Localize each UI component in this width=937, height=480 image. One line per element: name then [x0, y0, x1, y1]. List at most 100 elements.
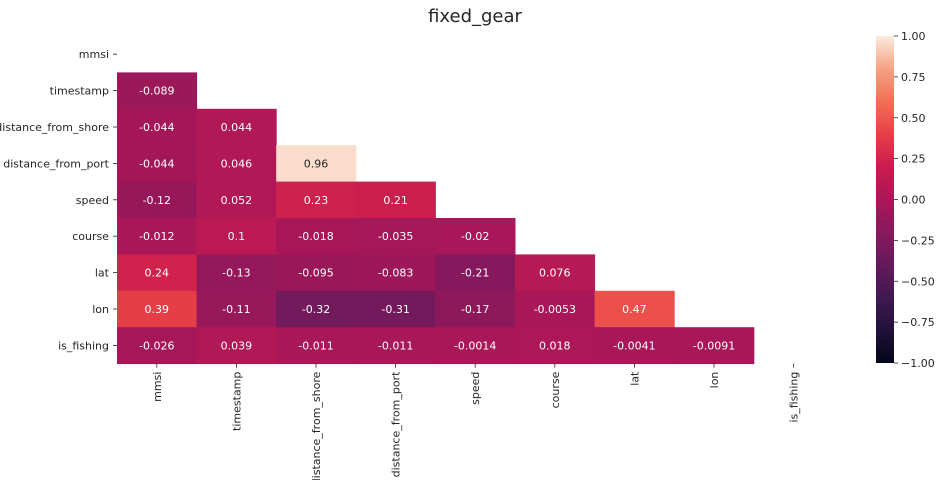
- heatmap-cell: [355, 218, 436, 255]
- cell-value-label: 0.96: [304, 157, 329, 170]
- heatmap-cell: [276, 218, 357, 255]
- cell-value-label: -0.083: [378, 267, 413, 280]
- heatmap-cell: [276, 254, 357, 292]
- cell-value-label: -0.02: [461, 230, 489, 243]
- cell-value-label: -0.095: [298, 267, 333, 280]
- cell-value-label: -0.0041: [613, 339, 655, 352]
- chart-title: fixed_gear: [428, 6, 522, 27]
- y-tick-label: course: [72, 230, 109, 243]
- heatmap-cell: [276, 290, 357, 328]
- heatmap-cell: [117, 181, 198, 219]
- heatmap-cell: [196, 108, 277, 146]
- cell-value-label: 0.47: [622, 303, 647, 316]
- heatmap-annotations: -0.089 -0.044 0.044 -0.044 0.046 0.96 -0.12 0.0…: [139, 85, 735, 353]
- x-tick-label: is_fishing: [788, 372, 801, 423]
- heatmap-cell: [355, 254, 436, 292]
- x-tick-label: lon: [708, 372, 721, 389]
- x-tick-label: timestamp: [230, 372, 243, 431]
- y-tick-label: distance_from_port: [3, 157, 109, 170]
- colorbar-tick-label: −0.75: [901, 316, 935, 329]
- colorbar: 1.00 0.75 0.50 0.25 0.00 −0.25 −0.50 −0.75 −1.00: [876, 30, 935, 370]
- cell-value-label: -0.044: [139, 157, 174, 170]
- heatmap-cell: [117, 218, 198, 255]
- x-tick-label: distance_from_shore: [310, 371, 323, 480]
- cell-value-label: 0.052: [221, 194, 253, 207]
- x-axis: mmsi timestamp distance_from_shore distance…: [151, 363, 801, 480]
- cell-value-label: -0.0014: [454, 339, 496, 352]
- heatmap-cell: [355, 290, 436, 328]
- cell-value-label: 0.1: [228, 230, 246, 243]
- colorbar-tick-label: −0.50: [901, 275, 935, 288]
- heatmap-cell: [435, 327, 516, 365]
- colorbar-tick-label: 0.50: [901, 112, 926, 125]
- heatmap-cell: [117, 290, 198, 328]
- x-tick-label: lat: [628, 371, 641, 386]
- cell-value-label: 0.044: [221, 121, 253, 134]
- heatmap-cell: [276, 327, 357, 365]
- y-axis: mmsi timestamp distance_from_shore distance…: [0, 48, 117, 352]
- heatmap-cell: [196, 327, 277, 365]
- cell-value-label: 0.21: [383, 194, 408, 207]
- cell-value-label: 0.076: [539, 267, 571, 280]
- x-tick-label: speed: [469, 372, 482, 405]
- cell-value-label: -0.32: [302, 303, 330, 316]
- cell-value-label: 0.018: [539, 339, 571, 352]
- x-tick-label: mmsi: [151, 372, 164, 402]
- colorbar-gradient: [876, 36, 894, 363]
- heatmap-cell: [117, 145, 198, 183]
- colorbar-tick-label: −1.00: [901, 357, 935, 370]
- cell-value-label: -0.0091: [693, 339, 735, 352]
- cell-value-label: -0.0053: [534, 303, 576, 316]
- cell-value-label: -0.31: [381, 303, 409, 316]
- heatmap-cells: [117, 72, 755, 365]
- heatmap-cell: [435, 218, 516, 255]
- heatmap-cell: [355, 181, 436, 219]
- cell-value-label: 0.046: [221, 157, 253, 170]
- cell-value-label: -0.012: [139, 230, 174, 243]
- cell-value-label: -0.11: [222, 303, 250, 316]
- heatmap-cell: [594, 327, 675, 365]
- heatmap-cell: [276, 181, 357, 219]
- heatmap-cell: [117, 327, 198, 365]
- heatmap-cell: [117, 72, 198, 110]
- colorbar-tick-label: 0.75: [901, 71, 926, 84]
- colorbar-tick-label: 0.25: [901, 153, 926, 166]
- heatmap-cell: [515, 290, 596, 328]
- heatmap-cell: [196, 181, 277, 219]
- y-tick-label: distance_from_shore: [0, 121, 109, 134]
- heatmap-cell: [196, 290, 277, 328]
- cell-value-label: 0.23: [304, 194, 329, 207]
- heatmap-cell: [435, 290, 516, 328]
- colorbar-tick-label: 0.00: [901, 194, 926, 207]
- colorbar-tick-label: −0.25: [901, 234, 935, 247]
- heatmap-cell: [355, 327, 436, 365]
- heatmap-cell: [117, 254, 198, 292]
- colorbar-tick-label: 1.00: [901, 30, 926, 43]
- heatmap-cell: [674, 327, 755, 365]
- heatmap-cell: [515, 254, 596, 292]
- cell-value-label: 0.24: [145, 267, 170, 280]
- heatmap-cell: [196, 218, 277, 255]
- heatmap-cell: [276, 145, 357, 183]
- heatmap-cell: [196, 254, 277, 292]
- cell-value-label: -0.17: [461, 303, 489, 316]
- cell-value-label: -0.018: [298, 230, 333, 243]
- cell-value-label: -0.12: [143, 194, 171, 207]
- cell-value-label: -0.13: [222, 267, 250, 280]
- cell-value-label: -0.011: [298, 339, 333, 352]
- y-tick-label: speed: [76, 194, 109, 207]
- heatmap-cell: [515, 327, 596, 365]
- cell-value-label: 0.39: [145, 303, 170, 316]
- y-tick-label: timestamp: [50, 85, 109, 98]
- cell-value-label: -0.21: [461, 267, 489, 280]
- cell-value-label: -0.011: [378, 339, 413, 352]
- y-tick-label: mmsi: [79, 48, 109, 61]
- cell-value-label: -0.035: [378, 230, 413, 243]
- cell-value-label: -0.044: [139, 121, 174, 134]
- cell-value-label: 0.039: [221, 339, 253, 352]
- x-tick-label: distance_from_port: [390, 371, 403, 477]
- cell-value-label: -0.089: [139, 85, 174, 98]
- y-tick-label: is_fishing: [58, 339, 109, 352]
- heatmap-cell: [435, 254, 516, 292]
